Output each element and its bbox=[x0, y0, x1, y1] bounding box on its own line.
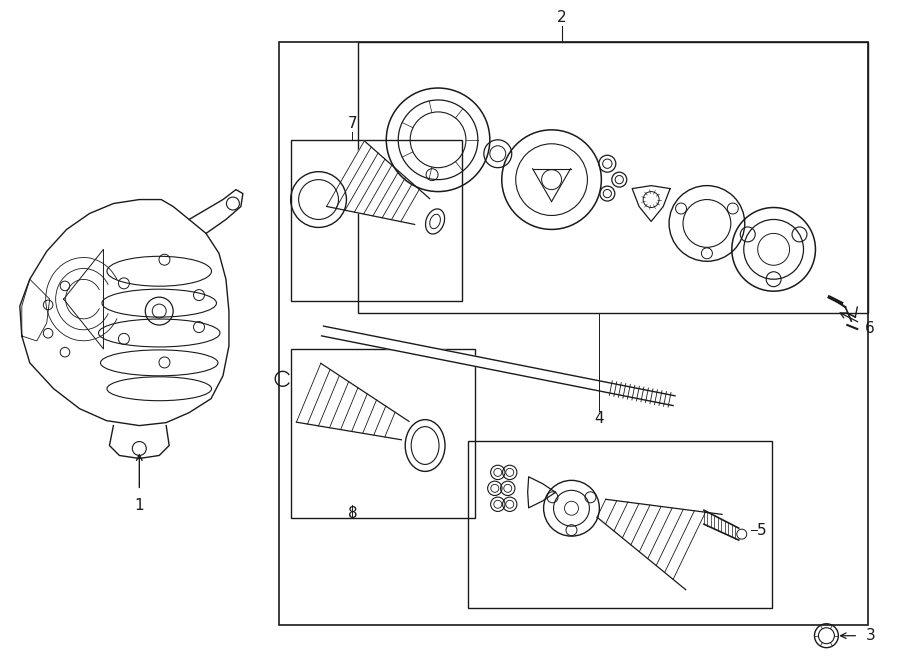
Text: 7: 7 bbox=[347, 116, 357, 132]
Text: 1: 1 bbox=[134, 498, 144, 513]
Polygon shape bbox=[22, 279, 50, 341]
Text: 8: 8 bbox=[347, 506, 357, 521]
Bar bbox=[291, 349, 475, 518]
Polygon shape bbox=[632, 186, 670, 221]
Polygon shape bbox=[321, 326, 675, 406]
Bar bbox=[279, 42, 868, 625]
Bar bbox=[358, 42, 868, 313]
Polygon shape bbox=[110, 426, 169, 459]
Bar bbox=[291, 140, 462, 301]
Polygon shape bbox=[527, 477, 555, 508]
Polygon shape bbox=[597, 499, 722, 590]
Polygon shape bbox=[296, 364, 409, 440]
Text: 4: 4 bbox=[595, 411, 604, 426]
Polygon shape bbox=[189, 190, 243, 233]
Text: 2: 2 bbox=[557, 10, 566, 25]
Bar bbox=[468, 440, 771, 608]
Polygon shape bbox=[20, 200, 229, 426]
Text: 6: 6 bbox=[866, 321, 875, 336]
Text: 3: 3 bbox=[866, 628, 875, 643]
Polygon shape bbox=[327, 141, 429, 225]
Text: 5: 5 bbox=[757, 523, 766, 537]
